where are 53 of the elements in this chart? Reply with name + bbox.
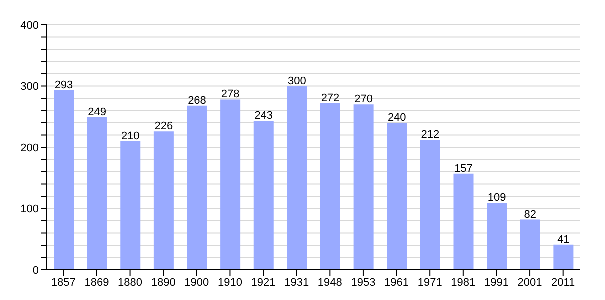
x-tick-label: 1900	[184, 276, 210, 289]
bar	[187, 106, 208, 270]
bar	[287, 86, 308, 270]
x-tick-label: 1880	[118, 276, 143, 289]
bar	[354, 104, 374, 270]
data-label: 212	[421, 129, 440, 142]
x-tick-label: 1981	[451, 276, 476, 289]
bar	[420, 140, 440, 270]
data-label: 249	[88, 106, 106, 118]
data-label: 270	[354, 94, 373, 106]
bar	[387, 123, 408, 270]
data-label: 278	[221, 88, 240, 101]
x-tick-label: 1971	[418, 276, 442, 289]
y-tick-label: 100	[20, 204, 39, 216]
data-label: 210	[121, 130, 140, 142]
x-tick-label: 1931	[284, 276, 310, 289]
y-tick-label: 0	[32, 264, 39, 277]
data-label: 268	[188, 94, 206, 107]
y-tick-label: 200	[20, 142, 39, 154]
x-tick-label: 1991	[484, 276, 509, 289]
x-tick-label: 1857	[51, 276, 76, 289]
x-tick-label: 1921	[251, 276, 276, 289]
y-tick-label: 300	[20, 81, 39, 94]
x-tick-label: 1948	[318, 276, 342, 289]
bar	[87, 117, 108, 270]
data-label: 109	[488, 192, 506, 204]
data-label: 226	[154, 120, 174, 133]
data-label: 272	[321, 92, 340, 104]
bar	[254, 121, 274, 270]
x-tick-label: 1869	[84, 276, 110, 289]
bar	[520, 220, 540, 270]
bar	[554, 244, 574, 270]
x-tick-label: 1961	[384, 276, 410, 289]
data-label: 41	[558, 234, 570, 246]
data-label: 240	[388, 112, 406, 124]
data-label: 157	[454, 162, 473, 175]
x-tick-label: 1890	[151, 276, 176, 289]
x-tick-label: 2011	[552, 276, 576, 289]
bar	[54, 90, 74, 270]
bar	[154, 132, 174, 270]
data-label: 82	[524, 208, 536, 221]
x-tick-label: 1953	[351, 276, 376, 289]
data-label: 293	[54, 80, 74, 92]
x-tick-label: 2001	[518, 276, 542, 289]
data-label: 300	[288, 75, 306, 88]
bar	[487, 203, 508, 270]
bar	[120, 141, 141, 270]
x-tick-label: 1910	[218, 276, 242, 289]
bar	[320, 103, 340, 270]
bar	[454, 174, 474, 270]
bar	[220, 100, 241, 270]
y-tick-label: 400	[20, 20, 39, 32]
data-label: 243	[254, 110, 274, 122]
